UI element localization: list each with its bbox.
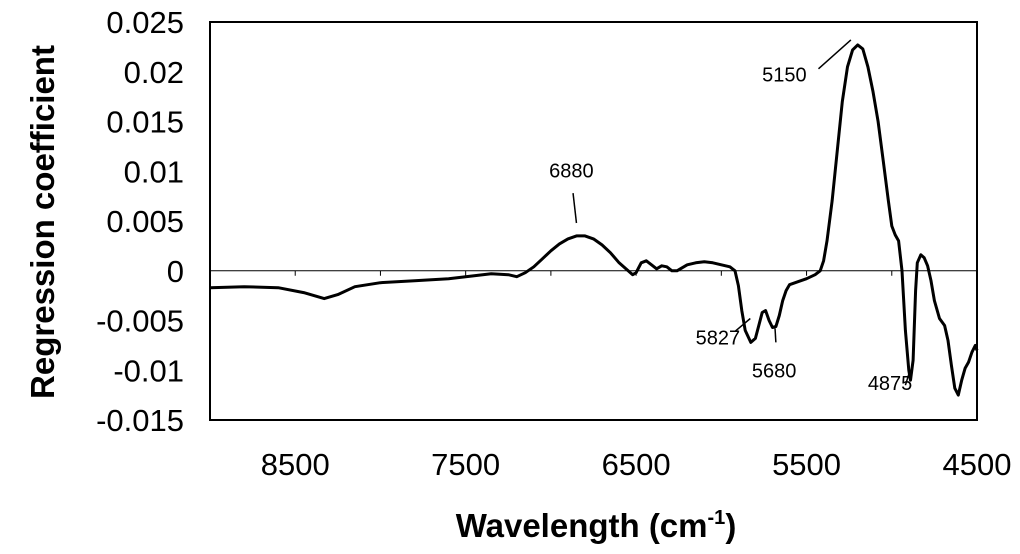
- x-tick-label: 5500: [772, 447, 841, 482]
- annotation-label: 5680: [752, 360, 797, 382]
- plot-area: [209, 21, 979, 421]
- tick-labels: 8500 7500 6500 5500 4500 0.025 0.02 0.015 0.01 0.…: [96, 5, 1011, 482]
- y-tick-label: 0.015: [106, 105, 184, 140]
- annotation-leader-line: [734, 317, 751, 333]
- y-axis-label: Regression coefficient: [24, 45, 61, 399]
- y-tick-label: -0.01: [113, 353, 184, 388]
- y-tick-label: 0.02: [124, 55, 184, 90]
- x-tick-label: 7500: [431, 447, 500, 482]
- annotation-label: 6880: [549, 160, 594, 182]
- x-axis-label-close: ): [725, 507, 736, 544]
- annotation-leader-line: [774, 328, 777, 343]
- y-tick-label: 0.025: [106, 5, 184, 40]
- annotation-label: 4875: [868, 373, 913, 395]
- x-tick-label: 4500: [943, 447, 1012, 482]
- x-axis-label-superscript: -1: [708, 507, 726, 529]
- annotation-leader-line: [817, 39, 852, 70]
- y-tick-label: -0.005: [96, 304, 184, 339]
- y-tick-label: 0.01: [124, 154, 184, 189]
- y-tick-label: -0.015: [96, 403, 184, 438]
- annotation-label: 5150: [762, 65, 807, 87]
- x-axis-label-main: Wavelength (cm: [456, 507, 708, 544]
- y-tick-label: 0.005: [106, 204, 184, 239]
- annotation-label: 5827: [696, 327, 741, 349]
- annotation-leader-line: [572, 193, 578, 224]
- annotations: 6880 5150 5827 5680 4875: [549, 39, 913, 395]
- annotation-leader-line: [904, 374, 910, 386]
- x-axis-label: Wavelength (cm-1): [456, 507, 737, 544]
- x-tick-label: 8500: [261, 447, 330, 482]
- plot-frame: [209, 21, 978, 421]
- series-line: [209, 43, 979, 397]
- x-tick-label: 6500: [602, 447, 671, 482]
- y-tick-label: 0: [167, 254, 184, 289]
